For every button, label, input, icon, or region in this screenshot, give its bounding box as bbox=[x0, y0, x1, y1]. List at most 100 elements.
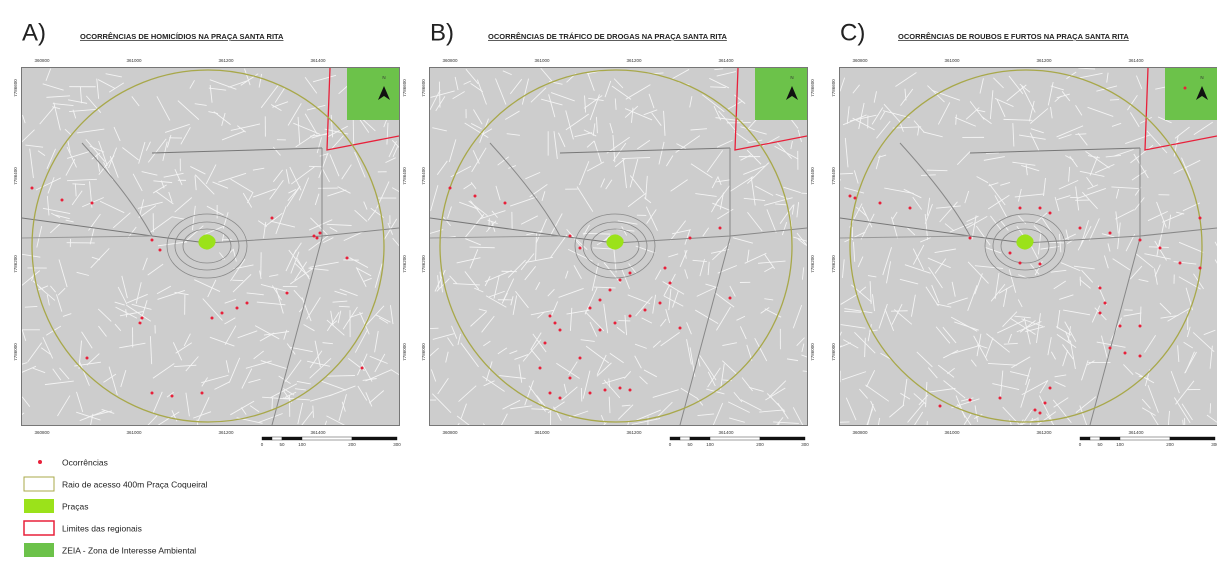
occurrence bbox=[969, 237, 972, 240]
occurrence bbox=[669, 282, 672, 285]
y-coordinate: 7786200 bbox=[402, 255, 407, 273]
legend-dot bbox=[38, 460, 42, 464]
occurrence bbox=[679, 327, 682, 330]
legend-limit-swatch bbox=[24, 521, 54, 535]
occurrence bbox=[1109, 232, 1112, 235]
zeia bbox=[755, 68, 807, 120]
occurrence bbox=[1034, 409, 1037, 412]
occurrence bbox=[604, 389, 607, 392]
occurrence bbox=[313, 235, 316, 238]
y-coordinate: 7786600 bbox=[421, 79, 426, 97]
legend-circle-swatch bbox=[24, 477, 54, 491]
occurrence bbox=[629, 272, 632, 275]
occurrence bbox=[1019, 207, 1022, 210]
x-coordinate: 361200 bbox=[626, 430, 642, 435]
zeia bbox=[347, 68, 399, 120]
occurrence bbox=[599, 329, 602, 332]
occurrence bbox=[599, 299, 602, 302]
occurrence bbox=[1039, 412, 1042, 415]
scale-label: 100 bbox=[1116, 442, 1124, 447]
panel-title: OCORRÊNCIAS DE HOMICÍDIOS NA PRAÇA SANTA… bbox=[80, 32, 284, 41]
map-body: N bbox=[825, 68, 1217, 444]
x-coordinate: 361200 bbox=[218, 58, 234, 63]
occurrence bbox=[1139, 239, 1142, 242]
y-coordinate: 7786600 bbox=[402, 79, 407, 97]
occurrence bbox=[569, 377, 572, 380]
y-coordinate: 7786600 bbox=[810, 79, 815, 97]
street bbox=[483, 423, 498, 442]
legend-zeia-swatch bbox=[24, 543, 54, 557]
occurrence bbox=[614, 322, 617, 325]
x-coordinate: 361200 bbox=[218, 430, 234, 435]
occurrence bbox=[619, 387, 622, 390]
occurrence bbox=[1009, 252, 1012, 255]
scale-bar bbox=[352, 437, 397, 440]
x-coordinate: 361000 bbox=[126, 58, 142, 63]
scale-bar bbox=[710, 437, 760, 440]
occurrence bbox=[909, 207, 912, 210]
scale-label: 100 bbox=[298, 442, 306, 447]
occurrence bbox=[361, 367, 364, 370]
scale-label: 50 bbox=[687, 442, 693, 447]
map-panel: A)OCORRÊNCIAS DE HOMICÍDIOS NA PRAÇA SAN… bbox=[3, 19, 415, 447]
y-coordinate: 7786200 bbox=[13, 255, 18, 273]
occurrence bbox=[854, 197, 857, 200]
scale-bar bbox=[272, 437, 282, 440]
occurrence bbox=[1179, 262, 1182, 265]
occurrence bbox=[139, 322, 142, 325]
panel-title: OCORRÊNCIAS DE ROUBOS E FURTOS NA PRAÇA … bbox=[898, 32, 1129, 41]
x-coordinate: 361400 bbox=[718, 58, 734, 63]
occurrence bbox=[969, 399, 972, 402]
y-coordinate: 7786000 bbox=[831, 343, 836, 361]
occurrence bbox=[999, 397, 1002, 400]
x-coordinate: 361000 bbox=[126, 430, 142, 435]
legend-label: Ocorrências bbox=[62, 457, 108, 467]
scale-bar bbox=[282, 437, 302, 440]
x-coordinate: 361000 bbox=[534, 58, 550, 63]
occurrence bbox=[849, 195, 852, 198]
x-coordinate: 360800 bbox=[34, 430, 50, 435]
occurrence bbox=[1124, 352, 1127, 355]
occurrence bbox=[549, 392, 552, 395]
occurrence bbox=[31, 187, 34, 190]
occurrence bbox=[201, 392, 204, 395]
y-coordinate: 7786400 bbox=[421, 167, 426, 185]
occurrence bbox=[1184, 87, 1187, 90]
north-label: N bbox=[382, 75, 385, 80]
map-panel: C) OCORRÊNCIAS DE ROUBOS E FURTOS NA PRAÇ… bbox=[825, 19, 1217, 447]
occurrence bbox=[141, 317, 144, 320]
x-coordinate: 361000 bbox=[944, 58, 960, 63]
occurrence bbox=[474, 195, 477, 198]
map-body: N bbox=[421, 68, 827, 446]
y-coordinate: 7786400 bbox=[831, 167, 836, 185]
occurrence bbox=[659, 302, 662, 305]
x-coordinate: 360800 bbox=[34, 58, 50, 63]
occurrence bbox=[91, 202, 94, 205]
occurrence bbox=[569, 235, 572, 238]
occurrence bbox=[1099, 312, 1102, 315]
panel-title: OCORRÊNCIAS DE TRÁFICO DE DROGAS NA PRAÇ… bbox=[488, 32, 727, 41]
occurrence bbox=[61, 199, 64, 202]
occurrence bbox=[1104, 302, 1107, 305]
street bbox=[1110, 100, 1119, 101]
scale-label: 300 bbox=[393, 442, 401, 447]
occurrence bbox=[1044, 402, 1047, 405]
y-coordinate: 7786200 bbox=[421, 255, 426, 273]
x-coordinate: 360800 bbox=[442, 430, 458, 435]
y-coordinate: 7786200 bbox=[810, 255, 815, 273]
scale-bar bbox=[670, 437, 680, 440]
scale-bar bbox=[302, 437, 352, 440]
occurrence bbox=[589, 307, 592, 310]
occurrence bbox=[559, 397, 562, 400]
x-coordinate: 361000 bbox=[534, 430, 550, 435]
occurrence bbox=[619, 279, 622, 282]
y-coordinate: 7786200 bbox=[831, 255, 836, 273]
occurrence bbox=[1049, 387, 1052, 390]
y-coordinate: 7786400 bbox=[13, 167, 18, 185]
y-coordinate: 7786000 bbox=[402, 343, 407, 361]
occurrence bbox=[449, 187, 452, 190]
street bbox=[927, 170, 948, 171]
occurrence bbox=[629, 315, 632, 318]
scale-label: 0 bbox=[261, 442, 264, 447]
panel-letter: C) bbox=[840, 19, 865, 46]
